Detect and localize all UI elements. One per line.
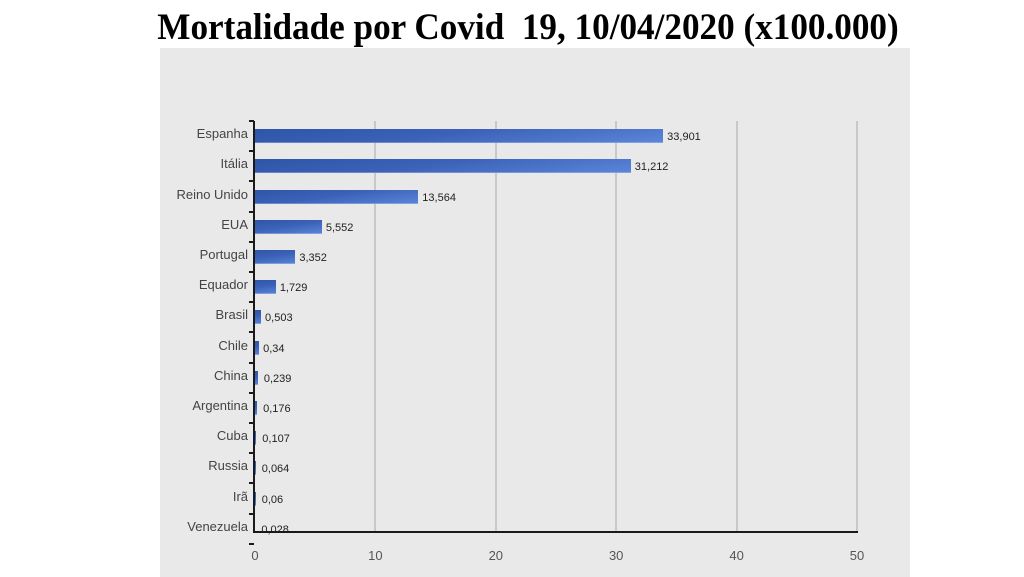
- y-tick: [249, 482, 254, 485]
- y-tick: [249, 120, 254, 122]
- category-label: Russia: [208, 458, 248, 474]
- value-label: 0,06: [261, 493, 284, 506]
- category-label: Argentina: [192, 397, 248, 413]
- gridline: [494, 121, 497, 532]
- value-label: 3,352: [299, 251, 327, 264]
- category-label: Venezuela: [187, 518, 248, 534]
- gridline: [856, 121, 858, 532]
- category-label: Itália: [220, 156, 248, 172]
- value-label: 5,552: [325, 221, 354, 234]
- x-tick-label: 10: [368, 548, 383, 563]
- bar: [255, 461, 256, 476]
- y-tick: [249, 240, 254, 243]
- y-tick: [249, 361, 254, 364]
- x-tick-label: 0: [251, 548, 259, 563]
- x-tick-label: 50: [849, 548, 865, 563]
- gridline: [615, 121, 618, 532]
- y-tick: [249, 210, 254, 213]
- value-label: 0,239: [263, 372, 292, 385]
- category-label: Espanha: [196, 126, 248, 142]
- bar: [255, 370, 258, 385]
- value-label: 0,028: [261, 523, 289, 536]
- gridline: [735, 121, 738, 532]
- y-tick: [249, 271, 254, 273]
- y-tick: [249, 542, 254, 545]
- bar: [255, 129, 664, 144]
- x-axis-line: [255, 531, 858, 533]
- bar: [255, 340, 260, 355]
- value-label: 0,176: [263, 402, 291, 415]
- x-tick-label: 30: [608, 548, 624, 563]
- value-label: 13,564: [422, 191, 456, 204]
- y-tick: [249, 150, 254, 153]
- value-label: 33,901: [667, 131, 701, 144]
- y-tick: [249, 331, 254, 334]
- bar: [255, 159, 631, 174]
- value-label: 0,34: [263, 342, 285, 355]
- category-label: Irã: [232, 488, 248, 504]
- x-tick-label: 20: [488, 548, 504, 563]
- category-label: Portugal: [199, 246, 248, 262]
- y-tick: [249, 301, 254, 304]
- category-label: China: [214, 367, 248, 383]
- y-tick: [249, 391, 254, 394]
- plot-area: [255, 121, 858, 532]
- y-tick: [249, 422, 254, 424]
- category-label: Cuba: [216, 428, 248, 444]
- bar: [255, 249, 296, 264]
- y-tick: [249, 452, 254, 455]
- y-tick: [249, 512, 254, 515]
- bar: [255, 431, 257, 446]
- category-label: EUA: [221, 216, 248, 232]
- x-tick-label: 40: [729, 548, 744, 563]
- bar: [255, 491, 256, 506]
- category-label: Brasil: [215, 307, 248, 323]
- y-axis-line: [253, 121, 255, 533]
- chart-title: Mortalidade por Covid 19, 10/04/2020 (x1…: [157, 7, 899, 48]
- value-label: 0,503: [265, 312, 293, 325]
- y-tick: [249, 180, 254, 183]
- category-label: Chile: [218, 337, 248, 353]
- bar: [255, 189, 419, 204]
- category-label: Equador: [198, 277, 248, 293]
- value-label: 0,107: [262, 433, 290, 446]
- bar: [255, 280, 276, 295]
- gridline: [374, 121, 377, 532]
- value-label: 31,212: [634, 161, 669, 174]
- value-label: 0,064: [261, 463, 290, 476]
- value-label: 1,729: [279, 282, 308, 295]
- category-label: Reino Unido: [176, 186, 248, 202]
- bar: [255, 400, 258, 415]
- bar: [255, 219, 322, 234]
- bar: [255, 310, 262, 325]
